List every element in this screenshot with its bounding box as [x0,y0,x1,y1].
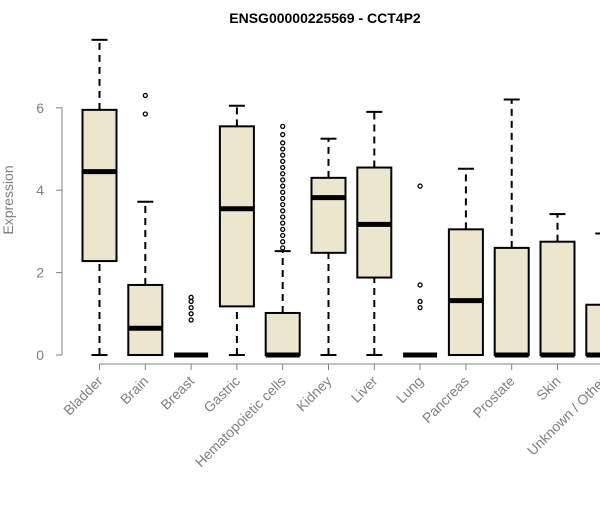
y-tick-label: 6 [36,100,44,116]
outlier-point [281,203,285,207]
box-group [128,93,162,355]
box-iqr [541,242,575,355]
outlier-point [281,141,285,145]
y-axis-label: Expression [0,165,16,234]
box-group [586,153,600,355]
box-group [541,214,575,355]
box-iqr [312,178,346,253]
outlier-point [143,112,147,116]
y-tick-label: 2 [36,265,44,281]
x-tick-label: Breast [157,373,197,413]
outlier-point [418,283,422,287]
y-tick-label: 0 [36,347,44,363]
box-iqr [220,126,254,306]
outlier-point [281,133,285,137]
box-iqr [586,305,600,355]
box-group [174,295,208,355]
box-group [495,100,529,355]
box-group [220,106,254,355]
y-tick-label: 4 [36,182,44,198]
box-iqr [83,110,117,261]
box-group [449,169,483,355]
x-tick-label: Kidney [293,373,335,415]
outlier-point [281,178,285,182]
outlier-point [281,246,285,250]
outlier-point [281,166,285,170]
outlier-point [189,299,193,303]
x-tick-label: Brain [117,373,151,407]
outlier-point [418,184,422,188]
x-tick-label: Skin [533,373,564,404]
box-iqr [449,229,483,355]
outlier-point [281,234,285,238]
outlier-point [281,190,285,194]
outlier-point [281,227,285,231]
outlier-point [143,93,147,97]
x-tick-label: Prostate [470,373,518,421]
outlier-point [281,196,285,200]
outlier-point [281,221,285,225]
outlier-point [281,209,285,213]
outlier-point [418,299,422,303]
x-tick-label: Pancreas [419,373,472,426]
x-tick-label: Lung [393,373,426,406]
outlier-point [189,318,193,322]
box-iqr [128,285,162,355]
box-groups [83,40,600,355]
box-group [312,139,346,355]
outlier-point [189,306,193,310]
outlier-point [281,147,285,151]
outlier-point [418,306,422,310]
outlier-point [281,184,285,188]
y-axis: 0 2 4 6 [36,100,62,363]
box-group [83,40,117,355]
outlier-point [189,312,193,316]
x-tick-label: Hematopoietic cells [192,373,289,470]
x-tick-label: Gastric [200,373,243,416]
outlier-point [281,215,285,219]
outlier-point [281,240,285,244]
outlier-point [281,172,285,176]
box-group [357,112,391,355]
outlier-point [281,159,285,163]
outlier-point [189,295,193,299]
box-group [403,184,437,355]
box-iqr [266,313,300,355]
box-group [266,124,300,355]
x-tick-label: Bladder [60,373,106,419]
outlier-point [281,153,285,157]
outlier-point [281,124,285,128]
x-tick-label: Liver [348,373,381,406]
box-iqr [495,248,529,355]
chart-title: ENSG00000225569 - CCT4P2 [229,10,421,26]
